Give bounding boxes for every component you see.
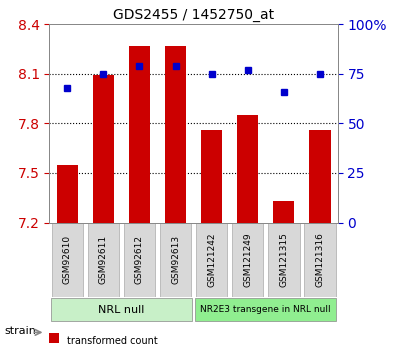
Bar [129, 46, 150, 223]
Bar [49, 333, 59, 343]
FancyBboxPatch shape [196, 298, 336, 321]
Text: NRL null: NRL null [98, 305, 145, 315]
FancyBboxPatch shape [268, 223, 299, 297]
Bar [237, 115, 258, 223]
Bar [56, 165, 78, 223]
Bar [309, 130, 331, 223]
FancyBboxPatch shape [51, 298, 192, 321]
FancyBboxPatch shape [232, 223, 263, 297]
Text: GSM121315: GSM121315 [279, 232, 288, 287]
Bar [165, 46, 186, 223]
FancyBboxPatch shape [124, 223, 155, 297]
FancyBboxPatch shape [196, 223, 228, 297]
Text: GSM121316: GSM121316 [315, 232, 324, 287]
Text: GSM92611: GSM92611 [99, 235, 108, 284]
Text: transformed count: transformed count [67, 336, 158, 345]
FancyBboxPatch shape [160, 223, 192, 297]
Text: GSM121249: GSM121249 [243, 232, 252, 287]
FancyBboxPatch shape [304, 223, 336, 297]
Text: GSM121242: GSM121242 [207, 233, 216, 287]
Text: GSM92613: GSM92613 [171, 235, 180, 284]
Text: GSM92612: GSM92612 [135, 235, 144, 284]
Text: NR2E3 transgene in NRL null: NR2E3 transgene in NRL null [200, 305, 331, 314]
Text: strain: strain [4, 326, 36, 336]
Bar [201, 130, 222, 223]
FancyBboxPatch shape [51, 223, 83, 297]
Title: GDS2455 / 1452750_at: GDS2455 / 1452750_at [113, 8, 274, 22]
Bar [273, 201, 294, 223]
Text: GSM92610: GSM92610 [63, 235, 72, 284]
Bar [92, 76, 114, 223]
FancyBboxPatch shape [88, 223, 119, 297]
